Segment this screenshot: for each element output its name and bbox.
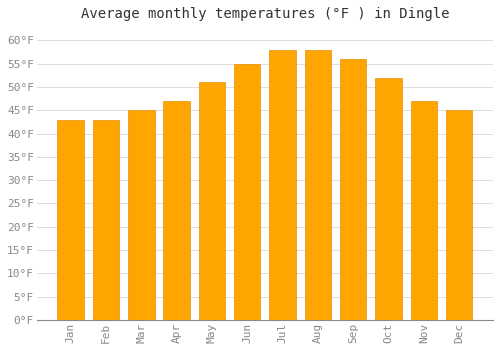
Bar bbox=[58, 120, 84, 320]
Bar bbox=[93, 120, 120, 320]
Title: Average monthly temperatures (°F ) in Dingle: Average monthly temperatures (°F ) in Di… bbox=[80, 7, 449, 21]
Bar bbox=[234, 64, 260, 320]
Bar bbox=[304, 50, 331, 320]
Bar bbox=[270, 50, 296, 320]
Bar bbox=[410, 101, 437, 320]
Bar bbox=[340, 59, 366, 320]
Bar bbox=[164, 101, 190, 320]
Bar bbox=[198, 82, 225, 320]
Bar bbox=[128, 110, 154, 320]
Bar bbox=[446, 110, 472, 320]
Bar bbox=[375, 78, 402, 320]
